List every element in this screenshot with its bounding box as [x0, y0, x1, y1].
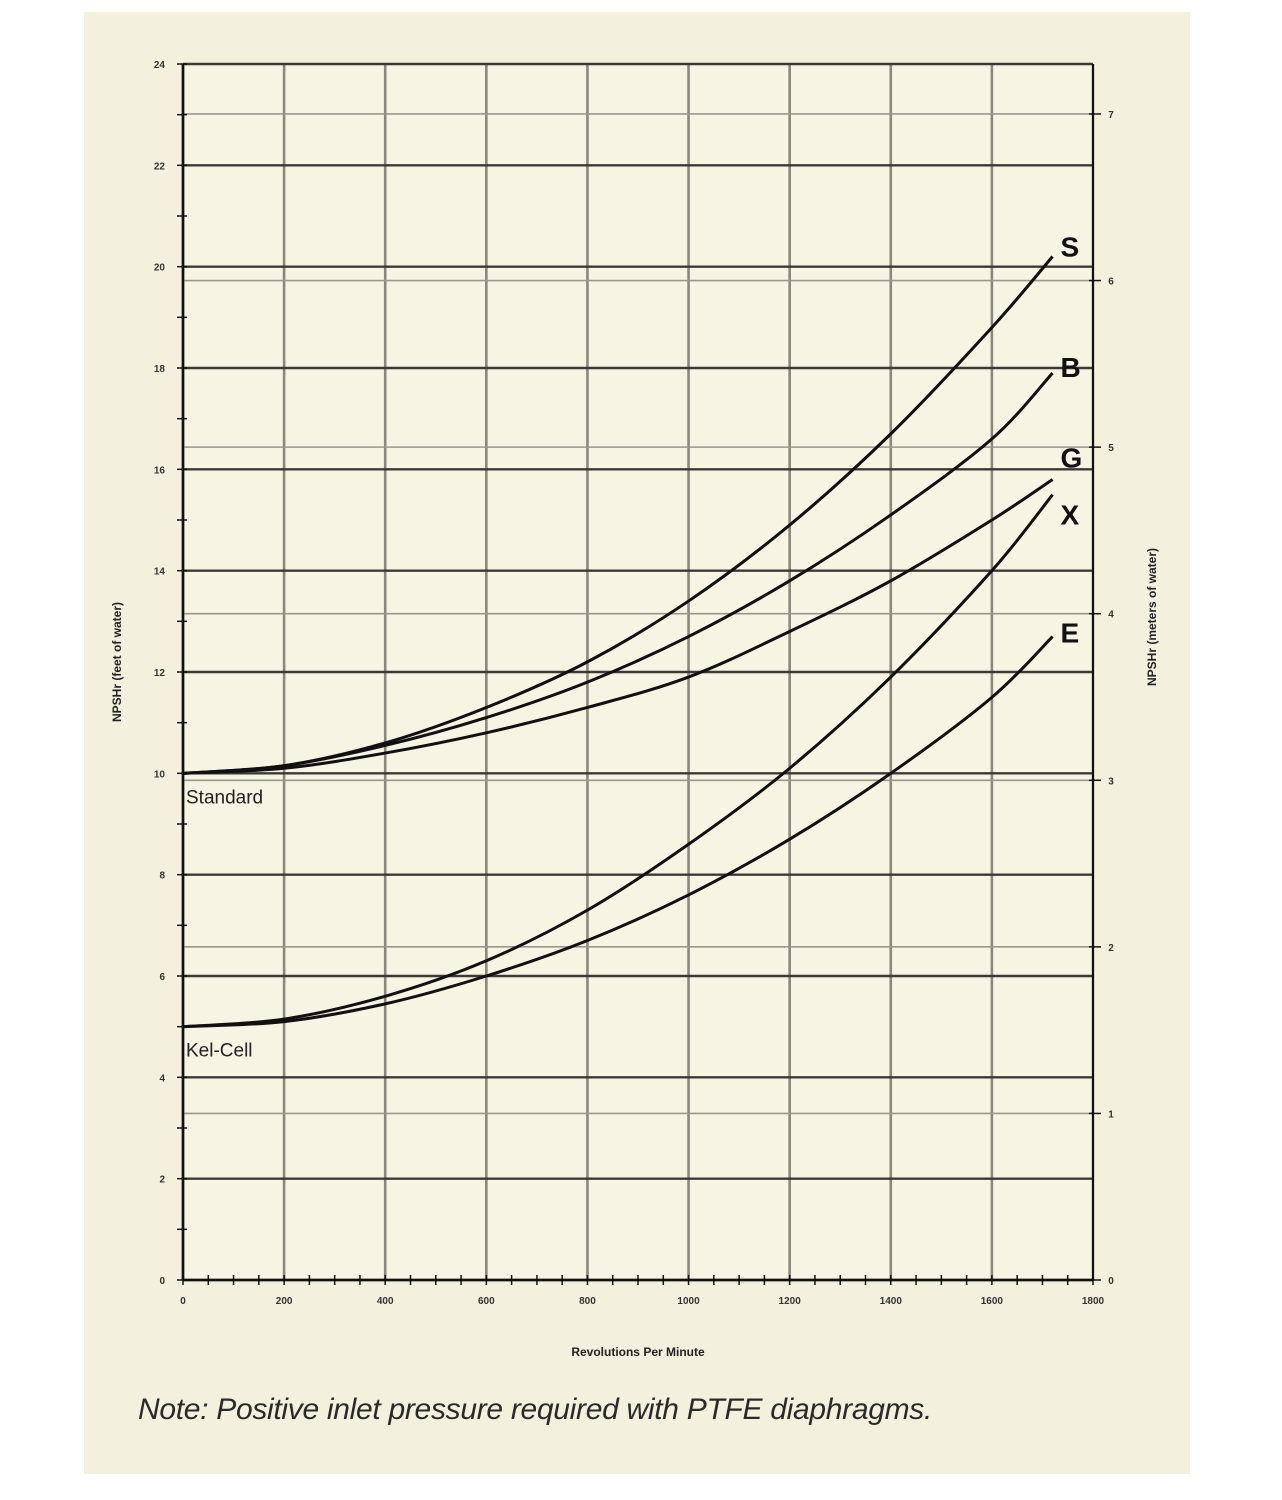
y-tick-label: 6: [159, 972, 165, 983]
baseline-label: Standard: [186, 787, 263, 808]
y-tick-label: 20: [154, 263, 166, 274]
y-tick-label: 14: [154, 567, 166, 578]
y-tick-label: 22: [154, 161, 166, 172]
y2-tick-label: 6: [1108, 277, 1114, 288]
series-label-e: E: [1061, 618, 1080, 649]
x-tick-label: 1600: [981, 1296, 1004, 1307]
y2-tick-label: 1: [1108, 1109, 1114, 1120]
y2-tick-label: 0: [1108, 1276, 1114, 1287]
y2-tick-label: 4: [1108, 610, 1114, 621]
y2-tick-label: 5: [1108, 443, 1114, 454]
x-tick-label: 1000: [677, 1296, 700, 1307]
x-tick-label: 0: [180, 1296, 186, 1307]
baseline-label: Kel-Cell: [186, 1041, 253, 1062]
x-axis-title: Revolutions Per Minute: [571, 1345, 705, 1359]
x-tick-label: 1400: [880, 1296, 903, 1307]
y2-tick-label: 3: [1108, 776, 1114, 787]
series-label-s: S: [1061, 232, 1080, 263]
y2-axis-title: NPSHr (meters of water): [1145, 548, 1159, 686]
x-tick-label: 400: [377, 1296, 394, 1307]
series-line-g: [182, 478, 1054, 775]
series-line-x: [182, 493, 1054, 1029]
series-label-b: B: [1061, 352, 1081, 383]
y2-tick-label: 2: [1108, 943, 1114, 954]
series-line-b: [182, 372, 1054, 775]
series-label-x: X: [1061, 500, 1080, 531]
chart-note: Note: Positive inlet pressure required w…: [138, 1393, 933, 1426]
x-tick-label: 800: [579, 1296, 596, 1307]
y-axis-title: NPSHr (feet of water): [110, 602, 124, 722]
x-tick-label: 1800: [1082, 1296, 1105, 1307]
series-line-e: [182, 635, 1054, 1029]
y-tick-label: 8: [159, 871, 165, 882]
y-tick-label: 2: [159, 1175, 165, 1186]
y-tick-label: 16: [154, 465, 166, 476]
y2-tick-label: 7: [1108, 110, 1114, 121]
series-label-g: G: [1061, 442, 1083, 473]
x-tick-label: 1200: [779, 1296, 802, 1307]
y-tick-label: 0: [159, 1276, 165, 1287]
x-tick-label: 200: [276, 1296, 293, 1307]
y-tick-label: 12: [154, 668, 166, 679]
y-tick-label: 24: [154, 60, 166, 71]
y-tick-label: 18: [154, 364, 166, 375]
y-tick-label: 10: [154, 769, 166, 780]
y-tick-label: 4: [159, 1073, 165, 1084]
x-tick-label: 600: [478, 1296, 495, 1307]
